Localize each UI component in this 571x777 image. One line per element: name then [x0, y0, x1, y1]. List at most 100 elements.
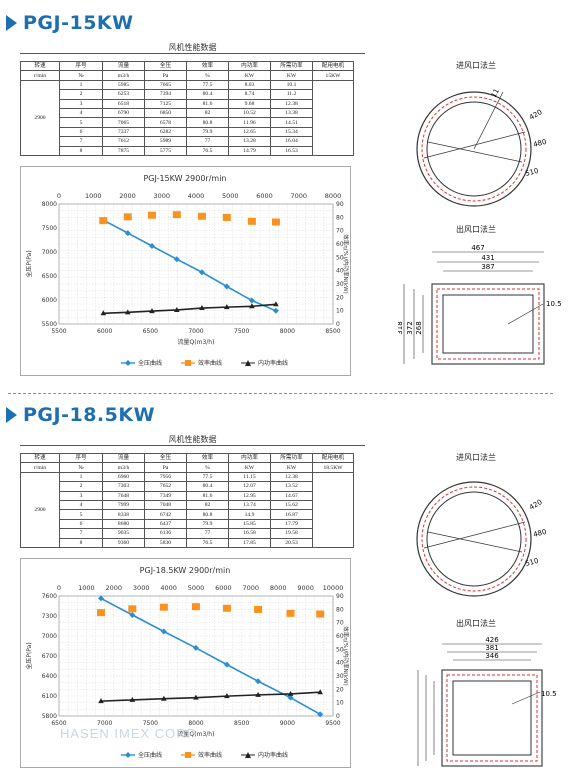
pressure-point [317, 711, 324, 718]
table-cell: 77.5 [186, 79, 229, 91]
legend-label: 全压曲线 [138, 751, 162, 759]
top-tick-label: 9000 [297, 584, 314, 592]
performance-table-18-5kw: 转速 序号 流量 全压 效率 内功率 所需功率 配用电机 r/min № m3/h Pa% KW KW 18… [20, 452, 354, 548]
power-point [100, 310, 107, 316]
power-point [287, 690, 294, 696]
table-cell: 81.6 [186, 490, 229, 501]
power-point [249, 303, 255, 309]
watermark: HASEN IMEX CORP [60, 726, 197, 741]
table-row: 8 9360 5830 76.5 17.85 20.53 [21, 537, 354, 548]
table-row: 2900 1 5985 7665 77.5 8.03 10.1 [20, 79, 354, 156]
y-tick-label: 7500 [42, 225, 57, 232]
table-row: 4 7999 7048 82 13.74 15.62 [21, 499, 354, 511]
table-cell: 12.95 [228, 490, 271, 501]
x-tick-label: 8500 [234, 720, 249, 727]
outlet-flange-label-18-5kw: 出风口法兰 [456, 619, 496, 628]
table-cell: 2900 [20, 471, 60, 548]
bolt-rect [446, 674, 538, 762]
top-tick-label: 6000 [215, 584, 232, 592]
table-cell: 17.79 [270, 518, 313, 530]
x-axis-label: 流量Q(m3/h) [178, 338, 215, 346]
power-point [199, 305, 205, 311]
table-cell: 全压 [144, 452, 187, 464]
dim-line [423, 131, 526, 159]
legend-label: 效率曲线 [198, 359, 222, 367]
table-cell: 13.52 [270, 481, 313, 492]
top-tick-label: 0 [57, 584, 61, 592]
dim-label: 426 [485, 636, 499, 644]
table-header-row: 转速 序号 流量 全压 效率 内功率 所需功率 配用电机 [20, 60, 354, 72]
y-tick-label: 7000 [42, 249, 57, 256]
dim-label: 10.5 [541, 690, 557, 698]
table-row: 6 8680 6437 79.9 15.85 17.79 [21, 518, 354, 530]
power-point [317, 689, 324, 695]
table-cell [312, 471, 354, 548]
table-cell: 14.51 [270, 117, 313, 128]
y-tick-label: 6500 [42, 273, 57, 280]
power-point [193, 694, 199, 700]
x-tick-label: 6500 [143, 328, 158, 335]
y2-tick-label: 40 [336, 268, 344, 275]
dim-label: 510 [524, 557, 539, 568]
flange-outer-ring [416, 91, 532, 207]
flange-outer-rect [441, 669, 543, 767]
table-cell: KW [270, 462, 313, 473]
bolt-circle [421, 486, 527, 592]
efficiency-point [197, 212, 206, 220]
table-cell: 7 [59, 136, 103, 147]
pressure-point [160, 628, 167, 635]
table-cell: 6578 [144, 117, 187, 128]
table-cell: 16.87 [270, 509, 313, 520]
dim-line [473, 91, 504, 150]
efficiency-point [172, 211, 181, 219]
power-point [223, 304, 230, 310]
table-cell: 7 [59, 528, 103, 539]
table-cell: 效率 [186, 452, 229, 464]
table-cell: KW [228, 462, 271, 473]
table-cell: 转速 [20, 452, 60, 464]
flange-inner-rect [442, 294, 534, 354]
top-tick-label: 2000 [119, 192, 136, 200]
table-cell: 8680 [102, 518, 145, 530]
table-cell: № [59, 462, 103, 473]
title-arrow-icon [6, 407, 17, 423]
series-line [103, 303, 276, 315]
efficiency-point [222, 213, 231, 221]
table-cell: 76.5 [186, 537, 229, 548]
table-cell: 7048 [144, 499, 187, 511]
table-cell: 7648 [102, 490, 145, 501]
table-cell: 77 [186, 136, 229, 147]
table-cell: 6 [59, 518, 103, 530]
table-cell: 13.38 [270, 107, 313, 119]
efficiency-point [97, 609, 106, 617]
dim-label: 510 [524, 167, 539, 178]
y-tick-label: 6400 [42, 673, 57, 680]
y2-tick-label: 50 [336, 254, 344, 261]
y-axis-label: 全压P(Pa) [25, 250, 33, 277]
plot-frame [58, 203, 334, 325]
table-cell: 配用电机 [312, 452, 354, 464]
table-cell: 5775 [144, 145, 187, 156]
table-cell: 6960 [102, 471, 145, 483]
x-tick-label: 7000 [188, 328, 203, 335]
top-tick-label: 1000 [78, 584, 95, 592]
table-cell: 77 [186, 528, 229, 539]
table-cell: 效率 [186, 60, 229, 72]
y2-tick-label: 70 [336, 228, 344, 235]
pressure-point [98, 595, 105, 602]
table-cell: 5989 [144, 136, 187, 147]
y2-tick-label: 40 [336, 660, 344, 667]
table-cell: 7652 [144, 481, 187, 492]
table-cell: 1 [59, 471, 103, 483]
table-cell: 6 [59, 126, 103, 138]
table-cell: 5985 [102, 79, 145, 91]
table-cell: № [59, 70, 103, 81]
top-tick-label: 4000 [188, 192, 205, 200]
dim-label: 467 [471, 244, 484, 252]
table-cell: 2 [59, 89, 103, 100]
table-cell: 6282 [144, 126, 187, 138]
y-tick-label: 5500 [42, 321, 57, 328]
table-cell: 10.1 [270, 79, 313, 91]
table-cell: 序号 [59, 60, 103, 72]
table-cell: 9035 [102, 528, 145, 539]
